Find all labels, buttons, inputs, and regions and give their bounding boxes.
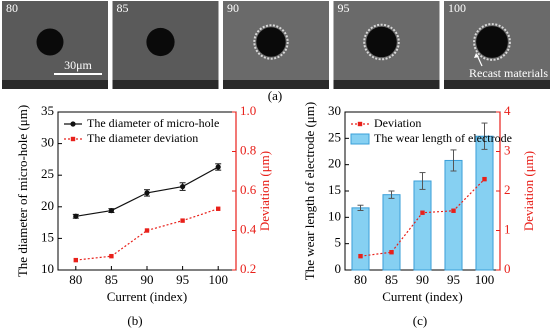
legend-swatch bbox=[350, 133, 370, 145]
recast-ring bbox=[473, 23, 511, 61]
legend-label: Deviation bbox=[374, 116, 421, 130]
y-axis-label: The wear length of electrode (μm) bbox=[302, 102, 317, 280]
annotation: Recast materials bbox=[469, 66, 548, 80]
y2-axis-label: Deviation (μm) bbox=[521, 151, 536, 231]
y2-tick-label: 1 bbox=[504, 221, 511, 236]
error-bar bbox=[357, 204, 364, 211]
x-tick-label: 95 bbox=[176, 272, 189, 287]
y-tick-label: 10 bbox=[41, 261, 54, 276]
y2-tick-label: 0.8 bbox=[240, 142, 256, 157]
error-bar bbox=[388, 190, 395, 199]
y-tick-label: 35 bbox=[41, 103, 54, 118]
error-bar bbox=[419, 172, 426, 190]
error-bar bbox=[450, 149, 457, 172]
x-axis-label: Current (index) bbox=[107, 289, 188, 304]
micrograph-footer bbox=[2, 80, 108, 89]
y2-tick-label: 0 bbox=[504, 261, 511, 276]
legend-marker bbox=[357, 121, 363, 127]
bar bbox=[351, 207, 370, 271]
y-tick-label: 20 bbox=[41, 198, 54, 213]
x-axis-label: Current (index) bbox=[382, 289, 463, 304]
recast-ring bbox=[363, 23, 400, 61]
y-tick-label: 30 bbox=[41, 135, 54, 150]
y2-tick-label: 1.0 bbox=[240, 103, 256, 118]
marker bbox=[451, 208, 456, 213]
error-bar bbox=[481, 122, 488, 150]
y-tick-label: 5 bbox=[335, 235, 342, 250]
x-tick-label: 85 bbox=[385, 272, 398, 287]
hole bbox=[256, 27, 286, 57]
y2-tick-label: 2 bbox=[504, 182, 511, 197]
hole bbox=[476, 26, 508, 58]
y2-tick-label: 0.4 bbox=[240, 221, 257, 236]
error-bar bbox=[179, 182, 186, 191]
x-tick-label: 100 bbox=[208, 272, 228, 287]
legend-label: The diameter deviation bbox=[87, 131, 198, 145]
hole bbox=[366, 26, 397, 58]
x-tick-label: 80 bbox=[69, 272, 82, 287]
micrograph-footer bbox=[223, 80, 329, 89]
y2-tick-label: 0.2 bbox=[240, 261, 256, 276]
y-tick-label: 25 bbox=[328, 129, 341, 144]
error-bar bbox=[215, 163, 222, 171]
caption: (c) bbox=[413, 313, 427, 328]
y2-tick-label: 4 bbox=[504, 103, 511, 118]
legend-marker bbox=[70, 136, 76, 142]
bar bbox=[382, 194, 401, 271]
error-bar bbox=[144, 189, 150, 197]
y2-axis-label: Deviation (μm) bbox=[257, 151, 272, 231]
marker bbox=[358, 253, 363, 259]
recast-ring bbox=[253, 24, 289, 60]
marker bbox=[482, 176, 487, 182]
marker bbox=[109, 253, 114, 259]
bar bbox=[475, 135, 494, 271]
marker bbox=[73, 257, 78, 263]
x-tick-label: 90 bbox=[141, 272, 154, 287]
error-bar bbox=[72, 213, 79, 219]
scale-bar-label: 30μm bbox=[64, 58, 92, 72]
y-tick-label: 15 bbox=[41, 229, 54, 244]
legend-label: The diameter of micro-hole bbox=[87, 116, 219, 130]
micrograph-footer bbox=[444, 80, 550, 89]
marker bbox=[144, 228, 150, 233]
legend-label: The wear length of electrode bbox=[374, 131, 512, 145]
marker bbox=[420, 210, 425, 215]
y2-tick-label: 0.6 bbox=[240, 182, 257, 197]
hole bbox=[36, 28, 64, 56]
y-axis-label: The diameter of micro-hole (μm) bbox=[15, 105, 30, 277]
caption: (a) bbox=[268, 88, 282, 103]
x-tick-label: 90 bbox=[416, 272, 429, 287]
marker bbox=[216, 206, 221, 211]
y-tick-label: 15 bbox=[328, 182, 341, 197]
micrograph-footer bbox=[112, 80, 219, 89]
x-tick-label: 95 bbox=[447, 272, 460, 287]
y2-tick-label: 3 bbox=[504, 142, 511, 157]
x-tick-label: 80 bbox=[354, 272, 367, 287]
micrograph-label: 95 bbox=[338, 1, 350, 15]
line bbox=[75, 208, 219, 261]
micrograph-label: 90 bbox=[227, 1, 239, 15]
micrograph-footer bbox=[333, 80, 440, 89]
marker bbox=[180, 218, 185, 223]
legend-marker bbox=[70, 121, 76, 127]
bar bbox=[413, 180, 432, 271]
micrograph-label: 80 bbox=[6, 1, 18, 15]
marker bbox=[389, 250, 394, 255]
x-tick-label: 100 bbox=[475, 272, 495, 287]
x-tick-label: 85 bbox=[105, 272, 118, 287]
micrograph-label: 100 bbox=[448, 1, 466, 15]
hole bbox=[146, 27, 175, 57]
bar bbox=[444, 159, 463, 271]
y-tick-label: 0 bbox=[335, 261, 342, 276]
arrow-head bbox=[474, 53, 479, 58]
error-bar bbox=[108, 208, 115, 213]
y-tick-label: 10 bbox=[328, 208, 341, 223]
caption: (b) bbox=[127, 313, 142, 328]
y-tick-label: 30 bbox=[328, 103, 341, 118]
micrograph-label: 85 bbox=[117, 1, 129, 15]
y-tick-label: 20 bbox=[328, 156, 341, 171]
y-tick-label: 25 bbox=[41, 166, 54, 181]
